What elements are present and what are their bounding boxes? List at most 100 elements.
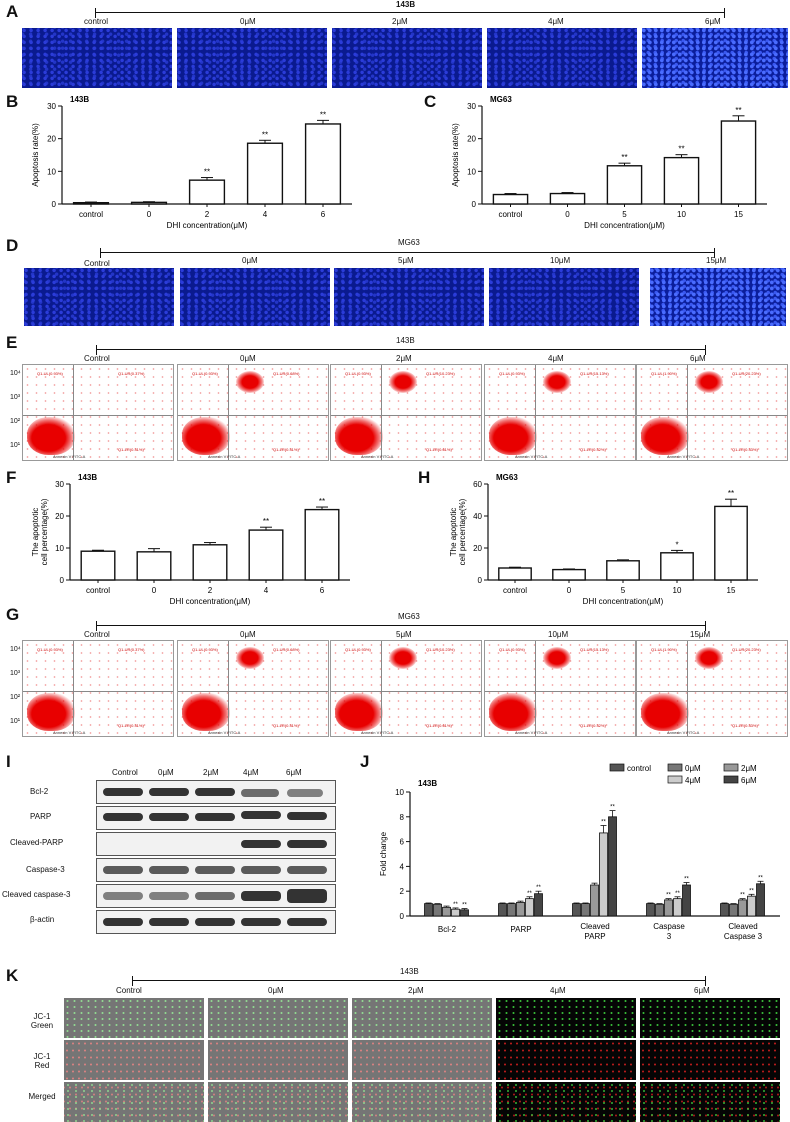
significance-mark: ** [462, 903, 467, 909]
significance-mark: ** [758, 875, 763, 881]
quadrant-ul: Q1-UL(1.90%) [651, 647, 677, 652]
panel-d-bracket [100, 248, 715, 258]
panel-e-label-2: 2μM [396, 354, 412, 363]
significance-mark: ** [453, 902, 458, 908]
bar [756, 883, 765, 917]
bar [507, 903, 516, 917]
y-axis-label-line1: The apoptotic [31, 508, 40, 556]
bar [606, 560, 640, 581]
x-tick-label: 0 [147, 210, 152, 219]
quadrant-lr: Q1-LR(0.31%) [118, 723, 144, 728]
x-axis-label: DHI concentration(μM) [583, 597, 664, 606]
bar [590, 884, 599, 917]
panel-d-label-1: 0μM [242, 256, 258, 265]
y-tick-label: 0 [52, 200, 57, 209]
jc1-image-merged [352, 1082, 492, 1122]
chart-f: 143B 0 10 20 30 control 0 2 ** 4 ** 6 DHI concentrat… [31, 473, 350, 606]
panel-k-label-4: 6μM [694, 986, 710, 995]
blot-col-3: 4μM [243, 768, 259, 777]
blot-col-1: 0μM [158, 768, 174, 777]
x-tick-label-line2: Caspase 3 [724, 932, 763, 941]
x-axis-label: DHI concentration(μM) [170, 597, 251, 606]
jc1-image-red [352, 1040, 492, 1080]
panel-g-label-3: 10μM [548, 630, 569, 639]
panel-k-label-1: 0μM [268, 986, 284, 995]
quadrant-line-horizontal [485, 691, 635, 692]
y-tick-label: 60 [473, 480, 482, 489]
panel-g-label-2: 5μM [396, 630, 412, 639]
bar [451, 908, 460, 917]
quadrant-lr: Q1-LR(0.31%) [118, 447, 144, 452]
legend-swatch [723, 775, 739, 784]
blot-row-3: Caspase-3 [26, 865, 65, 874]
blot-strip-parp [96, 806, 336, 830]
significance-mark: ** [621, 153, 627, 162]
chart-b: 143B 0 10 20 30 control 0 ** 2 ** 4 ** 6 DHI concentr… [31, 95, 352, 230]
quadrant-line-vertical [381, 641, 382, 736]
quadrant-lr: Q1-LR(0.32%) [580, 447, 606, 452]
x-tick-label: 6 [321, 210, 326, 219]
bar [655, 903, 664, 917]
bar [304, 508, 340, 581]
quadrant-ul: Q1-UL(0.93%) [37, 647, 63, 652]
y-tick-label: 30 [47, 102, 56, 111]
y-axis-label-line2: cell percentage(%) [40, 498, 49, 565]
blot-strip-cleaved-caspase3 [96, 884, 336, 908]
legend-label: 6μM [741, 776, 757, 785]
flow-x-axis-label: Annexin V FITC-A [515, 454, 548, 459]
quadrant-ur: Q1-UR(0.68%) [273, 647, 300, 652]
flow-plot: Q1-UL(0.93%) Q1-UR(15.13%) Q1-LR(0.32%) … [484, 640, 636, 737]
bar [664, 899, 673, 917]
x-tick-label: PARP [510, 925, 531, 934]
significance-mark: ** [749, 888, 754, 894]
bar [304, 123, 342, 205]
quadrant-line-vertical [73, 365, 74, 460]
significance-mark: * [675, 540, 678, 549]
panel-k-label-2: 2μM [408, 986, 424, 995]
panel-d-cell-line: MG63 [398, 238, 420, 247]
jc1-image-green [496, 998, 636, 1038]
x-tick-label: 0 [567, 586, 572, 595]
legend-swatch [723, 763, 739, 772]
bar [136, 551, 172, 581]
bar [498, 903, 507, 917]
y-tick-label: 0 [472, 200, 477, 209]
quadrant-ul: Q1-UL(0.93%) [499, 371, 525, 376]
blot-row-4: Cleaved caspase-3 [2, 890, 71, 899]
significance-mark: ** [728, 489, 734, 498]
quadrant-ul: Q1-UL(1.90%) [651, 371, 677, 376]
quadrant-ul: Q1-UL(0.93%) [37, 371, 63, 376]
flow-plot: Q1-UL(1.90%) Q1-UR(20.23%) Q1-LR(0.33%) … [636, 364, 788, 461]
bar [720, 903, 729, 917]
y-tick-label: 0 [60, 576, 65, 585]
flow-cluster-live [335, 417, 383, 455]
panel-a-label-1: 0μM [240, 17, 256, 26]
x-tick-label: control [503, 586, 527, 595]
quadrant-line-horizontal [178, 415, 328, 416]
flow-x-axis-label: Annexin V FITC-A [361, 454, 394, 459]
quadrant-lr: Q1-LR(0.31%) [273, 723, 299, 728]
flow-y-tick: 10² [10, 418, 21, 425]
hoechst-image-mg63-0um [180, 268, 330, 326]
flow-y-tick: 10¹ [10, 718, 21, 725]
x-tick-label-line1: Cleaved [580, 922, 609, 931]
significance-mark: ** [263, 517, 269, 526]
jc1-row-label-green: JC-1 Green [30, 1012, 54, 1030]
panel-letter-c: C [424, 92, 437, 111]
hoechst-image-mg63-control [24, 268, 174, 326]
flow-y-tick: 10⁴ [10, 646, 21, 653]
flow-cluster-apoptotic [236, 647, 264, 669]
jc1-image-green [352, 998, 492, 1038]
flow-cluster-live [182, 417, 230, 455]
y-tick-label: 8 [400, 813, 405, 822]
bar [424, 903, 433, 917]
panel-g-cell-line: MG63 [398, 612, 420, 621]
panel-k-label-0: Control [116, 986, 142, 995]
flow-cluster-live [335, 693, 383, 731]
panel-letter-i: I [6, 752, 11, 771]
jc1-image-red [64, 1040, 204, 1080]
quadrant-ur: Q1-UR(20.23%) [732, 647, 761, 652]
panel-d-label-3: 10μM [550, 256, 571, 265]
x-tick-label: 4 [264, 586, 269, 595]
jc1-image-red [208, 1040, 348, 1080]
